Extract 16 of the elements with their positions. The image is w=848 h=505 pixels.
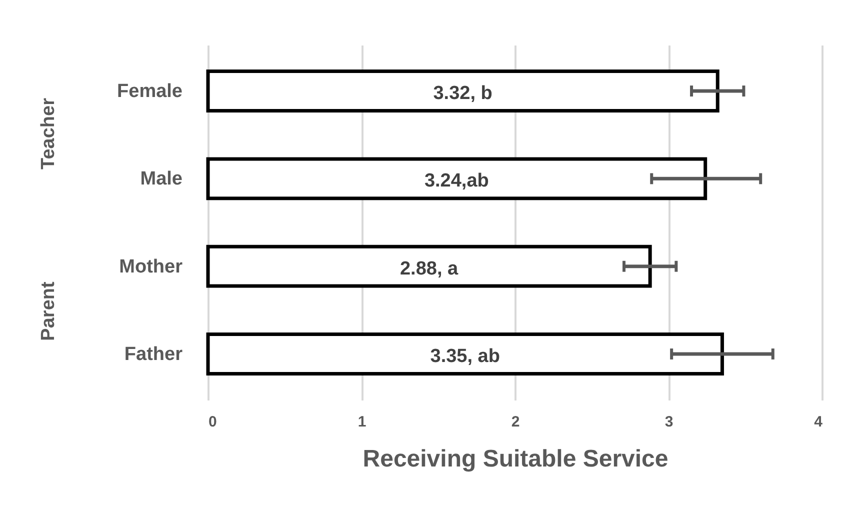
data-label: 3.32, b bbox=[433, 83, 492, 104]
x-tick-label: 4 bbox=[814, 414, 824, 430]
data-label: 3.24,ab bbox=[424, 170, 489, 192]
x-tick-label: 0 bbox=[208, 414, 217, 430]
x-tick-label: 3 bbox=[664, 414, 674, 430]
x-tick-label: 1 bbox=[358, 414, 366, 430]
data-label: 3.35, ab bbox=[430, 346, 500, 367]
x-axis-title: Receiving Suitable Service bbox=[362, 446, 668, 472]
x-tick-label: 2 bbox=[511, 414, 520, 430]
y-tick-label: Female bbox=[117, 81, 182, 102]
y-tick-label: Male bbox=[140, 168, 182, 190]
text: Parent bbox=[38, 281, 59, 341]
data-label: 2.88, a bbox=[400, 258, 459, 280]
y-tick-label: Father bbox=[124, 344, 184, 365]
y-tick-label: Mother bbox=[119, 256, 184, 278]
text: Teacher bbox=[38, 97, 59, 170]
